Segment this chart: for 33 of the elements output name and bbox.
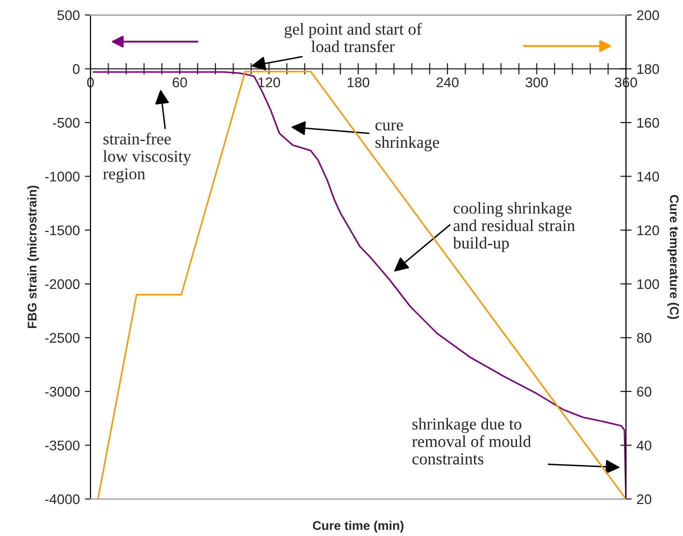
y2-tick-label: 20 [637,494,652,504]
y2-tick-label: 60 [637,386,652,397]
y2-tick-label: 40 [636,440,652,450]
x-tick-label: 60 [172,77,187,88]
y2-tick-label: 200 [637,10,660,20]
y-tick-label: 500 [57,10,80,20]
y2-axis-title: Cure temperature (C) [667,195,679,319]
y2-tick-label: 120 [637,225,660,236]
y-tick-label: -1000 [45,172,80,182]
y-tick-label: -3500 [45,440,80,450]
y2-tick-label: 140 [637,172,660,182]
annotation: cure shrinkage [375,122,440,152]
y2-tick-label: 100 [637,279,660,290]
x-tick-label: 180 [348,77,370,88]
y2-tick-label: 80 [636,333,652,343]
y2-tick-label: 180 [637,64,660,74]
x-tick-label: 120 [258,77,280,88]
y-axis-title: FBG strain (microstrain) [27,186,40,328]
y-tick-label: -4000 [45,494,80,504]
annotation: shrinkage due to removal of mould constraints [412,418,531,464]
x-tick-label: 240 [436,77,459,88]
x-tick-label: 300 [526,77,548,88]
y-tick-label: -1500 [45,225,80,236]
annotation: strain-free low viscosity region [103,132,192,183]
y-tick-label: -2000 [45,279,80,290]
annotation: gel point and start of load transfer [284,22,422,52]
y2-tick-label: 160 [637,118,660,128]
annotation: cooling shrinkage and residual strain build-up [453,202,575,252]
y-tick-label: -2500 [45,333,80,343]
x-axis-title: Cure time (min) [312,520,404,532]
y-tick-label: 0 [72,64,80,74]
y-tick-label: -500 [52,118,80,128]
y-tick-label: -3000 [45,386,80,397]
